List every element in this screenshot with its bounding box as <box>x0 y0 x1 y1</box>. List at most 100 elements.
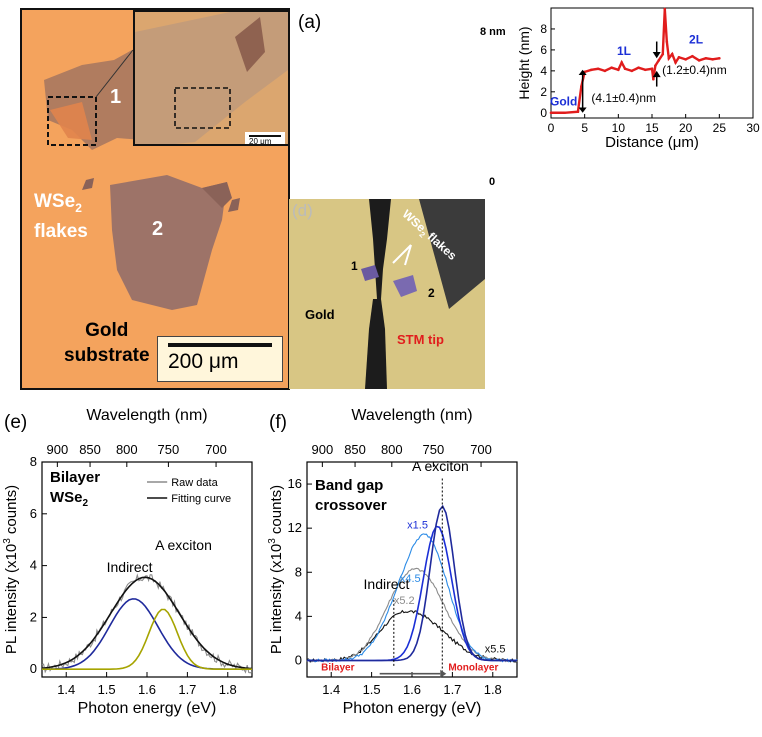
hp-point <box>677 55 681 59</box>
stm-arrow-1 <box>392 244 412 264</box>
series-line-fitting-curve <box>41 576 253 670</box>
y-tick-label: 0 <box>30 661 37 676</box>
hp-annot-gold: Gold <box>550 94 577 108</box>
flake-2-fragment <box>202 182 232 208</box>
series-line-a-exciton <box>42 608 252 671</box>
stm-arrow-2 <box>404 244 412 266</box>
hp-xtick-label: 10 <box>612 121 626 135</box>
annotation-indirect: Indirect <box>364 576 410 592</box>
small-flake-2 <box>228 198 240 212</box>
hp-ytick-label: 2 <box>540 85 547 99</box>
flake-1-edge <box>50 102 92 140</box>
hp-point <box>654 64 657 67</box>
panel-d-letter: (d) <box>292 201 313 220</box>
stm-flake-1 <box>361 265 379 281</box>
wse2-flakes-label: WSe2 flakes <box>34 191 88 242</box>
hp-point <box>697 59 701 62</box>
annotation-indirect: Indirect <box>107 559 153 575</box>
height-profile-chart: 0 5 10 15 20 25 30 0 2 4 6 8 Distance (μm) Height (nm… <box>516 7 760 151</box>
inset-shapes <box>135 12 288 144</box>
top-axis-label: Wavelength (nm) <box>351 407 472 424</box>
hp-point <box>637 66 640 70</box>
hp-point <box>670 52 674 56</box>
hp-xtick-label: 25 <box>713 121 727 135</box>
small-flake <box>82 178 94 190</box>
top-tick-label: 700 <box>470 442 492 457</box>
inset-scale-label: 20 μm <box>249 137 272 146</box>
hp-point <box>684 58 687 61</box>
scale-box: 200 μm <box>157 336 283 382</box>
hp-point <box>630 69 634 73</box>
hp-point <box>617 68 620 72</box>
zoom-box <box>47 96 97 146</box>
top-axis-label: Wavelength (nm) <box>86 407 207 424</box>
top-tick-label: 700 <box>205 442 227 457</box>
hp-annot-2l: 2L <box>689 33 703 47</box>
stm-flake-2 <box>393 275 417 297</box>
x-tick-label: 1.5 <box>98 682 116 697</box>
stm-tip-label: STM tip <box>397 332 444 347</box>
hp-point <box>663 7 667 11</box>
flake-1-label: 1 <box>110 86 122 108</box>
x-tick-label: 1.6 <box>403 682 421 697</box>
hp-point <box>704 56 708 60</box>
series-label: x1.5 <box>407 520 428 532</box>
hp-ytick-label: 0 <box>540 106 547 120</box>
top-tick-label: 750 <box>158 442 180 457</box>
hp-ytick-label: 4 <box>540 64 547 78</box>
x-axis-label: Photon energy (eV) <box>343 700 482 717</box>
scale-label: 200 μm <box>168 350 239 373</box>
hp-point <box>623 67 627 71</box>
hp-point <box>652 77 655 81</box>
pl-crossover-chart: (f) Wavelength (nm) 900 850 800 750 700 1.4 1.5 1… <box>267 407 518 717</box>
top-tick-label: 800 <box>381 442 403 457</box>
hp-point <box>549 111 553 115</box>
annotation-a-exciton: A exciton <box>155 537 212 553</box>
chart-title-line1: Bilayer <box>50 469 100 486</box>
hp-xlabel: Distance (μm) <box>605 134 699 151</box>
stm-shapes <box>361 199 485 389</box>
top-tick-label: 800 <box>116 442 138 457</box>
hp-point <box>610 66 613 70</box>
hp-point <box>596 67 600 71</box>
hp-xtick-label: 5 <box>581 121 588 135</box>
series-label: x5.5 <box>485 644 506 656</box>
hp-point <box>643 68 647 72</box>
hp-point <box>590 68 593 72</box>
stm-dark-band <box>419 199 485 309</box>
hp-ytick-label: 8 <box>540 22 547 36</box>
series-line-monolayer <box>307 504 517 662</box>
y-tick-label: 8 <box>295 564 302 579</box>
hp-xtick-label: 20 <box>679 121 693 135</box>
stm-label-2: 2 <box>428 286 435 300</box>
inset-flake <box>135 12 288 144</box>
series-line-x1-5 <box>307 525 517 662</box>
hp-annot-1l: 1L <box>617 44 631 58</box>
series-label: x5.2 <box>394 595 415 607</box>
panel-letter: (e) <box>4 412 27 433</box>
hp-point <box>711 58 714 61</box>
x-tick-label: 1.5 <box>363 682 381 697</box>
stm-lower-tip <box>365 299 387 389</box>
hp-point <box>576 110 580 114</box>
y-tick-label: 0 <box>295 652 302 667</box>
hp-bilayer-arrowhead <box>652 70 661 78</box>
flake-2-label: 2 <box>152 218 164 240</box>
top-tick-label: 750 <box>423 442 445 457</box>
top-tick-label: 900 <box>46 442 68 457</box>
y-axis-label: PL intensity (x103 counts) <box>267 485 285 654</box>
hp-ytick-label: 6 <box>540 43 547 57</box>
x-tick-label: 1.8 <box>219 682 237 697</box>
hp-step-arrowhead <box>578 69 587 76</box>
hp-xtick-label: 0 <box>548 121 555 135</box>
hp-annot-bilayer-step: (1.2±0.4)nm <box>662 63 727 77</box>
y-tick-label: 8 <box>30 454 37 469</box>
x-tick-label: 1.4 <box>57 682 75 697</box>
y-tick-label: 4 <box>30 558 37 573</box>
series-label: x4.5 <box>400 573 421 585</box>
stm-gold-label: Gold <box>305 307 335 322</box>
inset-flake-dark <box>235 17 265 72</box>
top-tick-label: 850 <box>79 442 101 457</box>
hp-point <box>603 69 607 73</box>
legend-label-raw: Raw data <box>171 477 218 489</box>
